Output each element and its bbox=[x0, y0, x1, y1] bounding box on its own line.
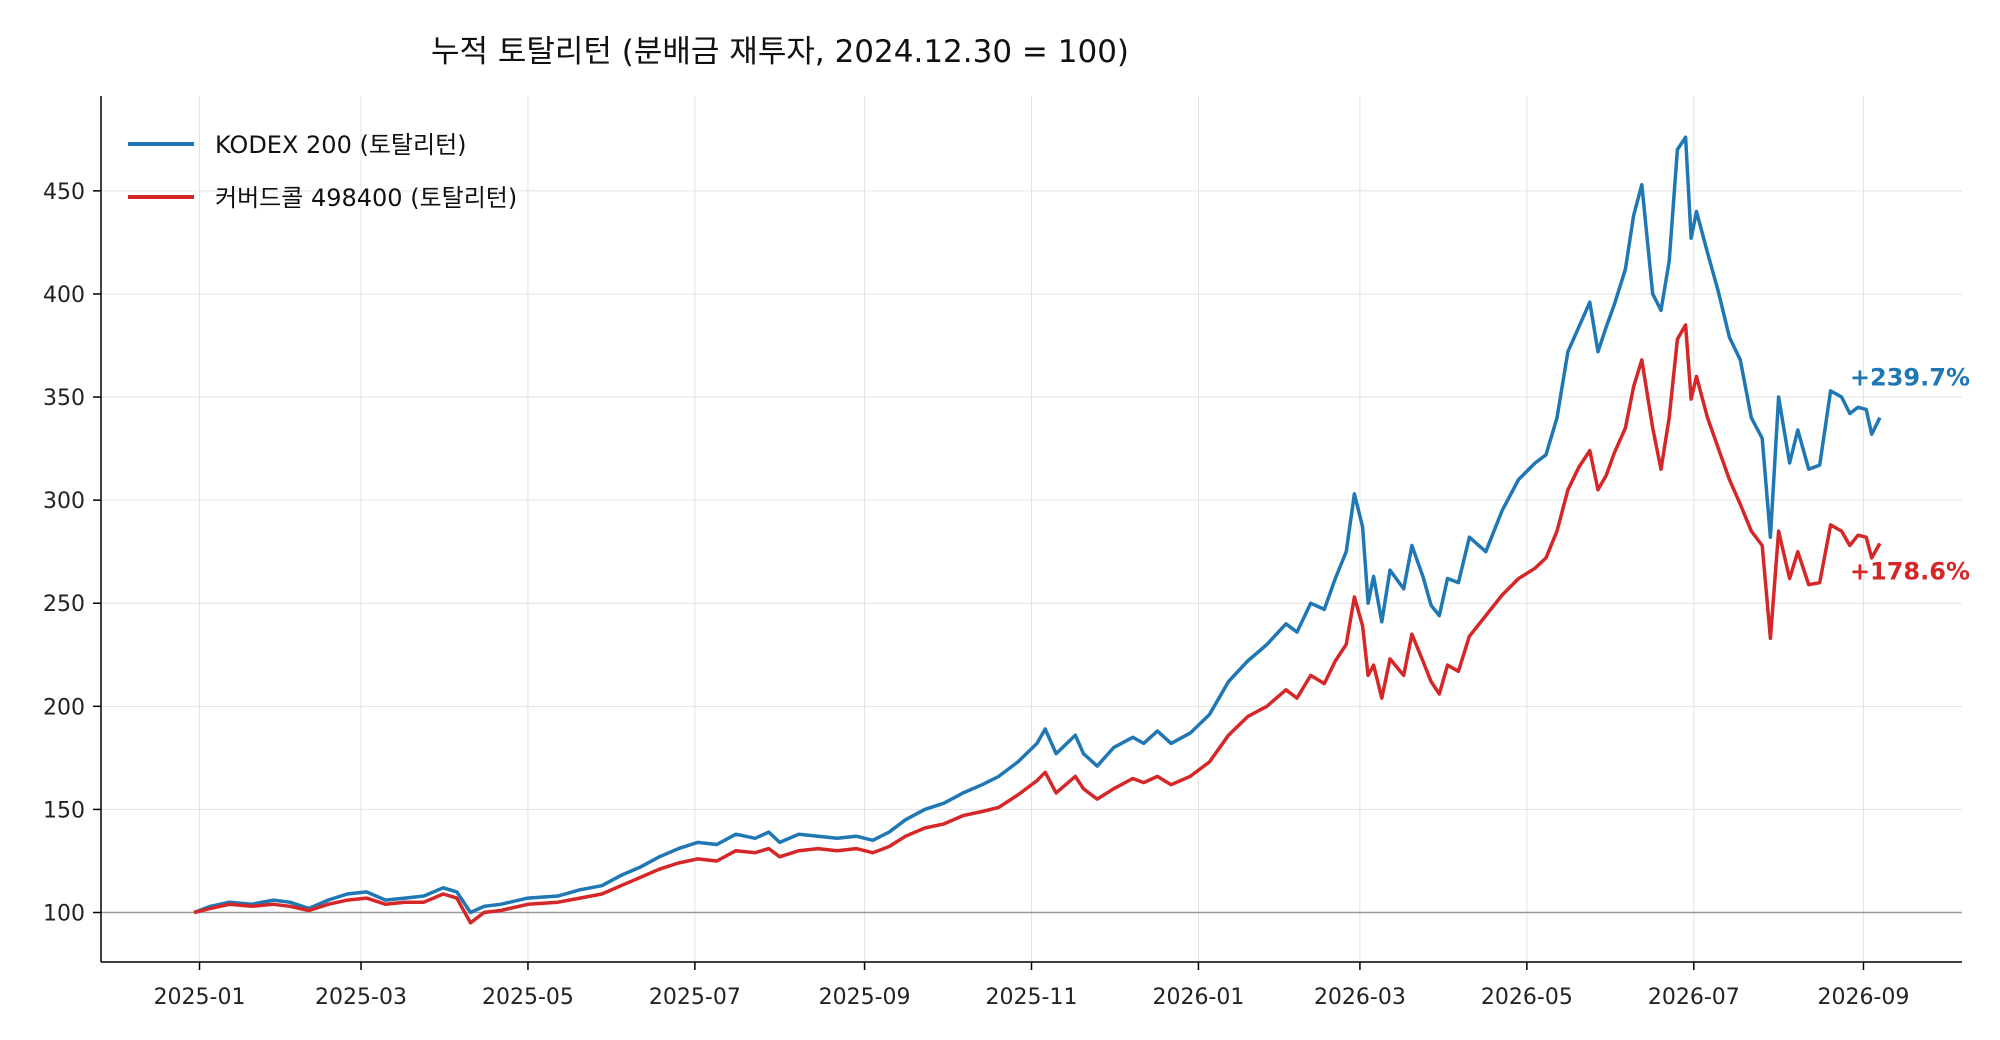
y-tick-label: 450 bbox=[43, 180, 85, 205]
chart-title: 누적 토탈리턴 (분배금 재투자, 2024.12.30 = 100) bbox=[431, 34, 1129, 70]
x-tick-label: 2025-07 bbox=[649, 985, 741, 1010]
end-labels: +239.7% +178.6% bbox=[1850, 364, 1970, 586]
x-tick-label: 2026-01 bbox=[1152, 985, 1244, 1010]
x-tick-label: 2026-07 bbox=[1648, 985, 1740, 1010]
y-tick-label: 250 bbox=[43, 592, 85, 617]
series-line-0 bbox=[193, 135, 1882, 915]
x-tick-label: 2026-03 bbox=[1314, 985, 1406, 1010]
y-axis-ticks: 100 150 200 250 300 350 400 450 bbox=[43, 180, 101, 927]
y-tick-label: 100 bbox=[43, 902, 85, 927]
x-tick-label: 2025-11 bbox=[986, 985, 1078, 1010]
y-tick-label: 400 bbox=[43, 283, 85, 308]
y-tick-label: 350 bbox=[43, 386, 85, 411]
x-tick-label: 2025-01 bbox=[154, 985, 246, 1010]
legend-label-1: 커버드콜 498400 (토탈리턴) bbox=[215, 184, 517, 212]
y-tick-label: 200 bbox=[43, 695, 85, 720]
series-line-1 bbox=[193, 323, 1882, 925]
legend: KODEX 200 (토탈리턴) 커버드콜 498400 (토탈리턴) bbox=[128, 131, 517, 212]
y-tick-label: 150 bbox=[43, 798, 85, 823]
x-axis-ticks: 2025-01 2025-03 2025-05 2025-07 2025-09 2025-… bbox=[154, 962, 1910, 1010]
end-label-0: +239.7% bbox=[1850, 364, 1970, 392]
x-tick-label: 2026-05 bbox=[1481, 985, 1573, 1010]
series-layer bbox=[193, 135, 1882, 925]
x-tick-label: 2025-09 bbox=[819, 985, 911, 1010]
y-tick-label: 300 bbox=[43, 489, 85, 514]
x-tick-label: 2025-03 bbox=[315, 985, 407, 1010]
x-tick-label: 2026-09 bbox=[1818, 985, 1910, 1010]
x-tick-label: 2025-05 bbox=[482, 985, 574, 1010]
end-label-1: +178.6% bbox=[1850, 557, 1970, 585]
grid bbox=[101, 96, 1962, 962]
legend-label-0: KODEX 200 (토탈리턴) bbox=[215, 131, 467, 159]
